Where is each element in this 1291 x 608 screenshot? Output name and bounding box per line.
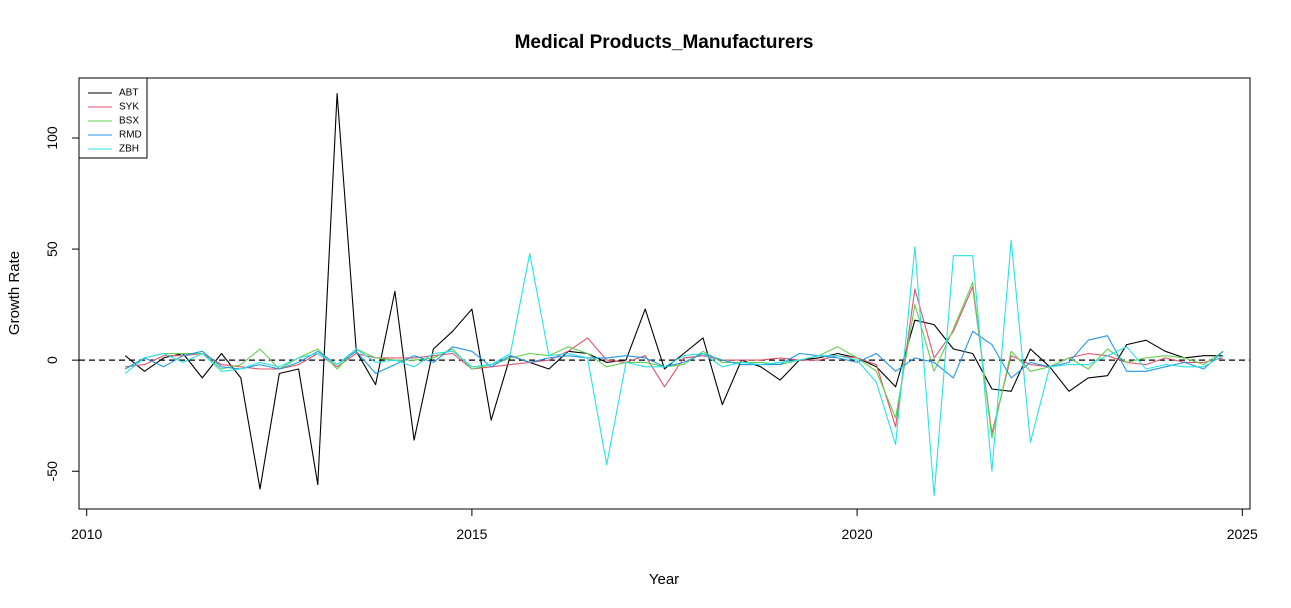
series-line-syk	[125, 286, 1224, 435]
y-tick-label: 100	[44, 126, 60, 150]
legend-box	[78, 77, 148, 159]
y-axis-label: Growth Rate	[6, 251, 23, 335]
legend: ABT SYK BSX RMD ZBH	[78, 77, 148, 159]
x-tick-label: 2020	[842, 526, 873, 542]
legend-label-bsx: BSX	[119, 116, 139, 127]
x-tick-label: 2015	[456, 526, 487, 542]
y-tick-label: -50	[44, 461, 60, 481]
x-axis-label: Year	[649, 571, 679, 588]
series-line-abt	[124, 93, 1223, 490]
plot-frame	[78, 77, 1251, 510]
series-line-zbh	[124, 239, 1224, 497]
y-axis: -50 0 50 100	[44, 126, 80, 481]
x-axis: 2010 2015 2020 2025	[71, 508, 1258, 542]
series-line-rmd	[124, 330, 1224, 379]
legend-label-rmd: RMD	[119, 130, 142, 141]
series-lines	[124, 93, 1224, 497]
y-tick-label: 0	[44, 356, 60, 364]
y-tick-label: 50	[44, 241, 60, 257]
series-line-bsx	[124, 281, 1224, 439]
legend-label-syk: SYK	[119, 102, 139, 113]
x-tick-label: 2025	[1227, 526, 1258, 542]
x-tick-label: 2010	[71, 526, 102, 542]
chart-title: Medical Products_Manufacturers	[515, 32, 814, 53]
legend-label-abt: ABT	[119, 88, 138, 99]
legend-label-zbh: ZBH	[119, 144, 139, 155]
